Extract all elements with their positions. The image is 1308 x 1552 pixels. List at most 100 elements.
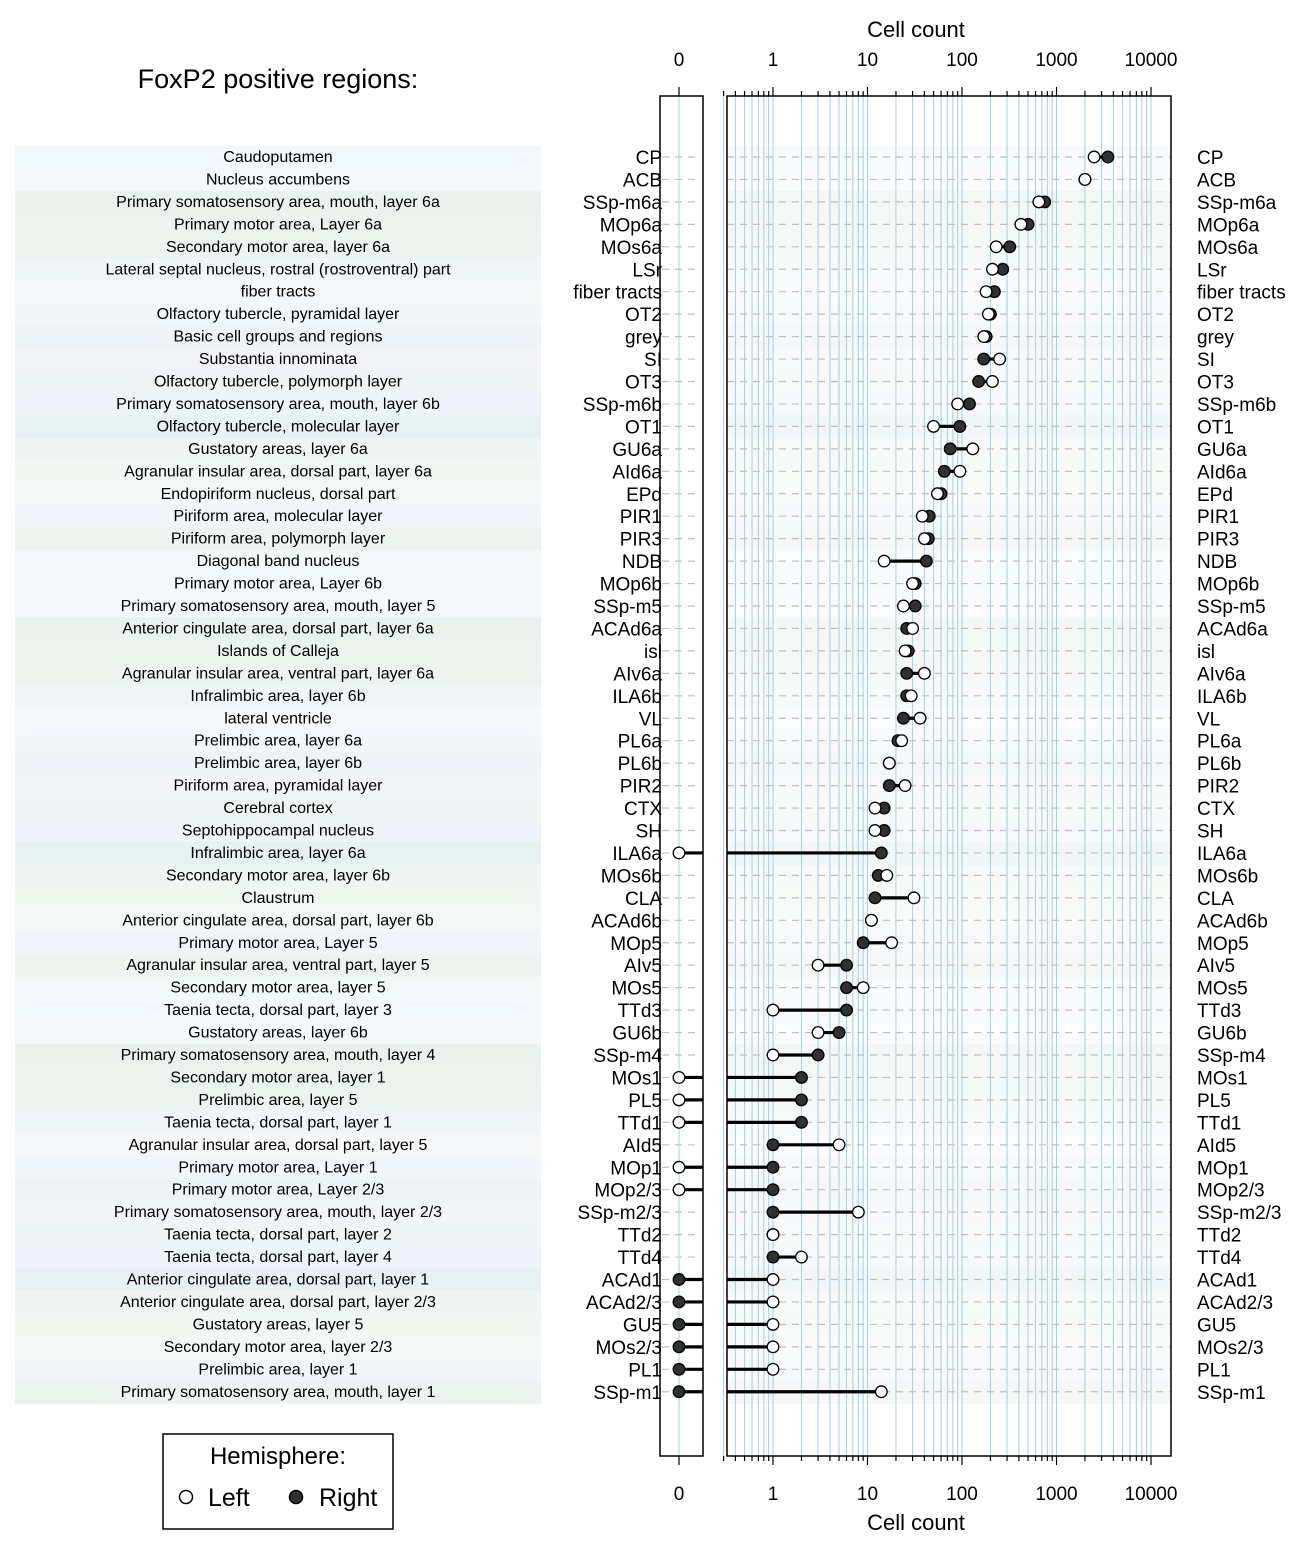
left-hemisphere-point (868, 824, 882, 837)
region-band-left (15, 1066, 541, 1090)
region-name-label: Taenia tecta, dorsal part, layer 1 (164, 1114, 392, 1131)
region-abbr-label-left: ACAd1 (602, 1271, 662, 1292)
region-name-label: Secondary motor area, layer 1 (170, 1069, 385, 1086)
region-abbr-label-right: MOp2/3 (1197, 1181, 1265, 1202)
region-abbr-label-left: MOs2/3 (595, 1338, 662, 1359)
region-name-label: Anterior cingulate area, dorsal part, la… (127, 1272, 429, 1289)
x-tick-label-bottom: 10000 (1125, 1484, 1178, 1505)
left-hemisphere-point (953, 464, 967, 478)
region-abbr-label-right: MOp1 (1197, 1158, 1249, 1179)
left-hemisphere-point (672, 1070, 686, 1084)
region-name-label: Primary motor area, Layer 1 (178, 1159, 377, 1176)
right-hemisphere-point (943, 442, 957, 456)
x-tick-label-top: 10000 (1125, 50, 1178, 71)
region-band-left (15, 662, 541, 686)
region-band-left (15, 595, 541, 619)
region-abbr-label-right: TTd4 (1197, 1248, 1242, 1269)
region-abbr-label-left: CP (636, 148, 662, 169)
region-abbr-label-right: PIR3 (1197, 530, 1239, 551)
region-band-left (15, 527, 541, 551)
region-name-label: Secondary motor area, layer 6b (166, 867, 390, 884)
region-abbr-label-left: PL6a (618, 732, 663, 753)
region-abbr-label-right: ACB (1197, 170, 1236, 191)
region-abbr-label-left: MOp6b (600, 575, 662, 596)
region-name-label: Secondary motor area, layer 6a (166, 239, 390, 256)
region-abbr-label-left: AIv6a (613, 664, 662, 685)
region-abbr-label-right: ILA6a (1197, 844, 1247, 865)
left-hemisphere-point (672, 1093, 686, 1107)
region-abbr-label-right: CLA (1197, 889, 1234, 910)
region-name-label: Taenia tecta, dorsal part, layer 4 (164, 1249, 392, 1266)
region-name-label: Primary somatosensory area, mouth, layer… (116, 396, 440, 413)
region-abbr-label-right: MOs6b (1197, 866, 1258, 887)
right-hemisphere-point (840, 958, 853, 972)
legend: Hemisphere: Left Right (162, 1433, 394, 1530)
x-tick-label-bottom: 10 (857, 1484, 878, 1505)
region-name-label: Lateral septal nucleus, rostral (rostrov… (105, 261, 451, 278)
region-abbr-label-left: CLA (625, 889, 662, 910)
right-hemisphere-point (840, 981, 853, 995)
region-abbr-label-right: PL5 (1197, 1091, 1231, 1112)
region-name-label: fiber tracts (241, 284, 316, 301)
region-name-label: Secondary motor area, layer 5 (170, 980, 385, 997)
x-tick-label-top: 100 (946, 50, 978, 71)
left-hemisphere-point (993, 352, 1007, 366)
legend-right-marker (288, 1489, 304, 1505)
region-name-label: Agranular insular area, dorsal part, lay… (129, 1137, 428, 1154)
region-abbr-label-left: SI (644, 350, 662, 371)
right-hemisphere-point (1101, 150, 1115, 164)
region-name-label: Prelimbic area, layer 1 (198, 1361, 357, 1378)
region-abbr-label-left: MOs1 (611, 1068, 662, 1089)
region-abbr-label-right: SH (1197, 822, 1223, 843)
region-abbr-label-right: ILA6b (1197, 687, 1247, 708)
left-hemisphere-point (951, 397, 965, 411)
region-abbr-label-right: isl (1197, 642, 1215, 663)
left-hemisphere-point (915, 509, 929, 523)
region-abbr-label-right: SSp-m1 (1197, 1383, 1266, 1404)
left-hemisphere-point (927, 419, 941, 433)
region-name-label: Primary motor area, Layer 6b (174, 576, 382, 593)
left-hemisphere-point (1087, 150, 1101, 164)
region-band-left (15, 1313, 541, 1337)
region-name-label: Olfactory tubercle, pyramidal layer (157, 306, 400, 323)
page-title: FoxP2 positive regions: (138, 64, 419, 94)
region-abbr-label-left: GU6b (612, 1024, 662, 1045)
region-abbr-label-right: SSp-m5 (1197, 597, 1266, 618)
right-hemisphere-point (672, 1340, 686, 1354)
region-abbr-label-right: MOs1 (1197, 1068, 1248, 1089)
region-band-left (15, 168, 541, 192)
region-abbr-label-right: CP (1197, 148, 1223, 169)
region-abbr-label-left: MOs6b (601, 866, 662, 887)
right-hemisphere-point (672, 1273, 686, 1286)
region-band-left (15, 482, 541, 506)
left-hemisphere-point (874, 1385, 888, 1399)
left-hemisphere-point (672, 1160, 686, 1174)
region-band-left (15, 415, 541, 439)
region-abbr-label-left: ACB (623, 170, 662, 191)
x-tick-label-top: 10 (857, 50, 878, 71)
zero-panel-frame (659, 95, 704, 1457)
legend-right-label: Right (319, 1484, 377, 1512)
region-band-left (15, 684, 541, 708)
region-name-label: Diagonal band nucleus (197, 553, 360, 570)
left-hemisphere-point (981, 307, 995, 321)
left-hemisphere-point (856, 981, 870, 995)
region-abbr-label-left: SSp-m2/3 (578, 1203, 662, 1224)
region-name-label: Primary motor area, Layer 6a (174, 216, 382, 233)
right-hemisphere-point (840, 1003, 853, 1017)
region-name-label: Piriform area, molecular layer (174, 508, 384, 525)
region-band-left (15, 1268, 541, 1292)
region-abbr-label-right: ACAd2/3 (1197, 1293, 1273, 1314)
region-abbr-label-left: PL1 (628, 1360, 662, 1381)
left-hemisphere-point (766, 1003, 780, 1017)
left-hemisphere-point (672, 1183, 686, 1197)
region-abbr-label-right: SSp-m6b (1197, 395, 1276, 416)
region-name-label: Primary somatosensory area, mouth, layer… (114, 1204, 442, 1221)
region-abbr-label-right: SSp-m4 (1197, 1046, 1266, 1067)
region-abbr-label-right: PL1 (1197, 1360, 1231, 1381)
region-band-left (15, 1223, 541, 1247)
region-name-label: Primary somatosensory area, mouth, layer… (121, 598, 436, 615)
region-band-left (15, 797, 541, 821)
region-name-label: Piriform area, pyramidal layer (174, 778, 384, 795)
right-hemisphere-point (832, 1026, 846, 1040)
